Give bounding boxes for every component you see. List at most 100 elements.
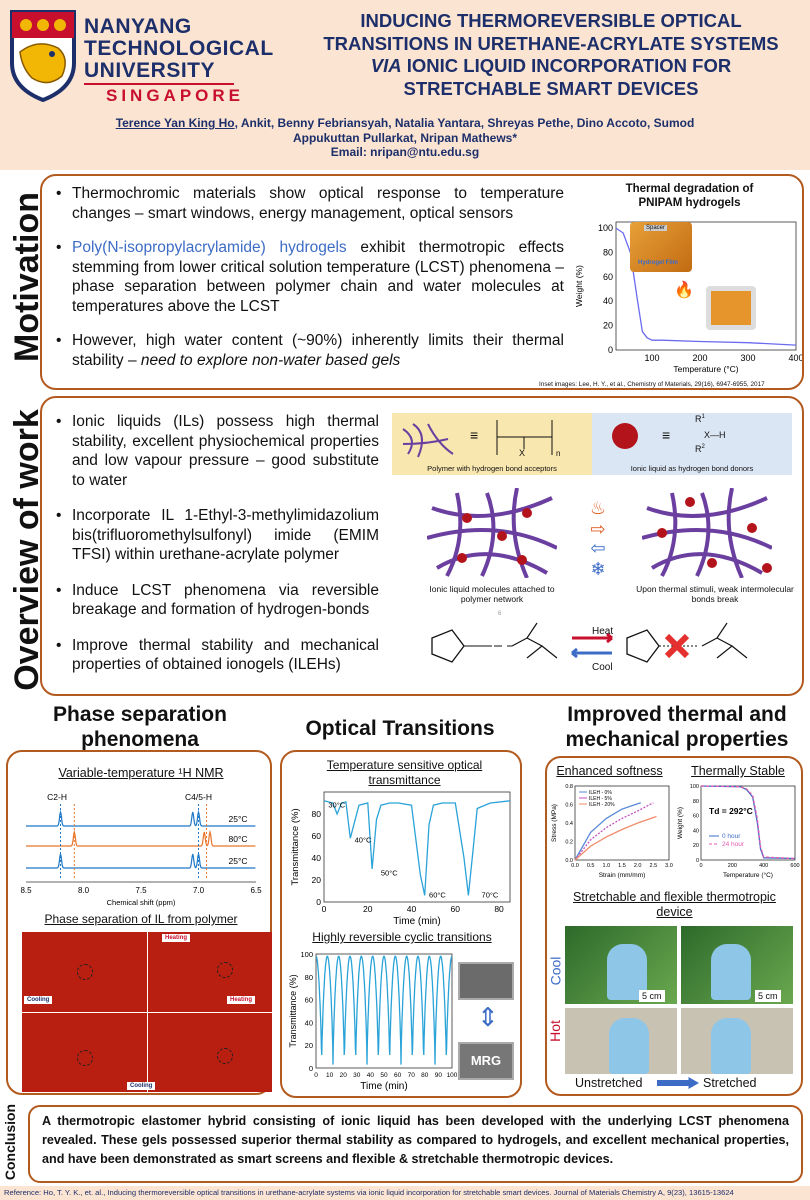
y-tick-label: 40 bbox=[312, 853, 322, 863]
x-tick-label: 2.0 bbox=[634, 863, 642, 869]
il-r1: R1 bbox=[695, 414, 705, 424]
university-line-3: UNIVERSITY bbox=[84, 59, 216, 82]
inset-caption: Inset images: Lee, H. Y., et al., Chemis… bbox=[539, 381, 765, 388]
inset-spacer-label: Spacer bbox=[644, 225, 668, 231]
glove-icon bbox=[711, 944, 751, 1000]
optical-panel1-title: Temperature sensitive optical transmitta… bbox=[326, 758, 483, 787]
temperature-annotation: 30°C bbox=[328, 800, 345, 809]
legend-entry: ILEH - 5% bbox=[589, 796, 612, 802]
nmr-x-axis-label: Chemical shift (ppm) bbox=[107, 898, 176, 907]
x-tick-label: 0.5 bbox=[587, 863, 595, 869]
cyclic-curve bbox=[315, 955, 453, 1065]
photo-hot-stretched bbox=[681, 1008, 793, 1074]
device-text: MRG bbox=[470, 1053, 502, 1068]
x-tick-label: 20 bbox=[340, 1072, 348, 1079]
stress-strain-series bbox=[574, 802, 642, 861]
scale-bar-right: 5 cm bbox=[755, 990, 781, 1002]
motivation-bullet-3-italic: need to explore non-water based gels bbox=[140, 351, 401, 369]
pnipam-chart-title: Thermal degradation of PNIPAM hydrogels bbox=[625, 183, 754, 209]
pnipam-tga-chart: 100 200 300 400 0 20 40 60 80 100 Temperature (°C)… bbox=[574, 221, 802, 374]
x-tick-label: 100 bbox=[447, 1072, 458, 1079]
nmr-title: Variable-temperature ¹H NMR bbox=[58, 766, 224, 780]
title-part-3: IONIC LIQUID INCORPORATION FOR STRETCHAB… bbox=[401, 55, 732, 99]
conclusion-label: Conclusion bbox=[2, 1103, 18, 1181]
micro-circle-2 bbox=[217, 962, 233, 978]
pnipam-highlight: Poly(N-isopropylacrylamide) hydrogels bbox=[72, 239, 347, 256]
y-axis-label: Transmittance (%) bbox=[288, 974, 298, 1047]
y-tick-label: 60 bbox=[305, 996, 313, 1005]
singapore-divider bbox=[84, 83, 234, 85]
x-tick-label: 80 bbox=[421, 1072, 429, 1079]
td-annotation: Td = 292°C bbox=[709, 806, 753, 816]
r1-label: R bbox=[695, 414, 702, 424]
polymer-network-bonded bbox=[427, 488, 557, 578]
scale-text: 5 cm bbox=[758, 991, 778, 1001]
tga-series bbox=[700, 785, 796, 860]
motivation-bullets: Thermochromic materials show optical res… bbox=[56, 184, 564, 370]
glove-icon bbox=[609, 1018, 649, 1074]
y-tick-label: 20 bbox=[693, 843, 699, 849]
phase-heading: Phase separation phenomena bbox=[53, 703, 227, 751]
hydrogen-bond-scheme bbox=[431, 622, 748, 663]
y-tick-label: 80 bbox=[693, 799, 699, 805]
inset-image-sample: Spacer Hydrogel Film bbox=[630, 222, 692, 272]
caption-il-attached: Ionic liquid molecules attached to polym… bbox=[429, 584, 555, 604]
x-axis-label: Time (min) bbox=[360, 1081, 407, 1092]
nmr-trace bbox=[26, 829, 256, 847]
y-tick-label: 0 bbox=[696, 858, 699, 864]
x-tick-label: 400 bbox=[759, 863, 768, 869]
softness-title: Enhanced softness bbox=[556, 764, 663, 778]
x-tick-label: 400 bbox=[788, 353, 802, 363]
overview-bullet-2: Incorporate IL 1-Ethyl-3-methylimidazoli… bbox=[56, 506, 379, 565]
first-author: Terence Yan King Ho bbox=[115, 116, 235, 130]
nmr-tick-label: 8.5 bbox=[20, 886, 32, 895]
y-tick-label: 80 bbox=[603, 247, 613, 257]
polymer-network-icon bbox=[402, 423, 454, 458]
nmr-tick-label: 8.0 bbox=[78, 886, 90, 895]
temperature-annotation: 50°C bbox=[381, 869, 398, 878]
cool-arrow-icon: ⇦ ❄ bbox=[590, 538, 606, 579]
legend-entry: 0 hour bbox=[722, 833, 741, 840]
nmr-trace bbox=[26, 809, 256, 827]
polymer-legend-caption: Polymer with hydrogen bond acceptors bbox=[427, 464, 557, 473]
inset-image-burnt bbox=[706, 286, 756, 330]
il-xh: X—H bbox=[704, 430, 726, 440]
y-tick-label: 0 bbox=[608, 345, 613, 355]
x-tick-label: 1.5 bbox=[618, 863, 626, 869]
stress-strain-series bbox=[574, 815, 657, 861]
y-tick-label: 20 bbox=[312, 875, 322, 885]
x-tick-label: 100 bbox=[644, 353, 659, 363]
glove-icon bbox=[711, 1018, 751, 1074]
x-tick-label: 20 bbox=[363, 904, 373, 914]
motivation-bullet-1-text: Thermochromic materials show optical res… bbox=[72, 185, 564, 222]
plot-frame bbox=[615, 221, 797, 351]
y-tick-label: 60 bbox=[693, 814, 699, 820]
x-tick-label: 80 bbox=[494, 904, 504, 914]
nmr-tick-label: 6.5 bbox=[250, 886, 262, 895]
y-axis-label: Weight (%) bbox=[677, 807, 684, 839]
authors-block: Terence Yan King Ho, Ankit, Benny Febria… bbox=[0, 116, 810, 160]
micrograph-title: Phase separation of IL from polymer bbox=[44, 912, 238, 926]
heating-badge-top: Heating bbox=[162, 934, 191, 942]
x-axis-label: Temperature (°C) bbox=[673, 364, 738, 374]
overview-bullets: Ionic liquids (ILs) possess high thermal… bbox=[56, 412, 379, 675]
cool-label-vertical: Cool bbox=[547, 956, 564, 986]
optical-panel2-title: Highly reversible cyclic transitions bbox=[312, 930, 492, 944]
header-band bbox=[0, 0, 810, 170]
university-line-2: TECHNOLOGICAL bbox=[84, 37, 274, 60]
optical-box: Temperature sensitive optical transmitta… bbox=[280, 750, 522, 1098]
conclusion-box: A thermotropic elastomer hybrid consisti… bbox=[28, 1105, 803, 1183]
overview-bullet-4: Improve thermal stability and mechanical… bbox=[56, 636, 379, 675]
x-tick-label: 1.0 bbox=[603, 863, 611, 869]
x-tick-label: 40 bbox=[367, 1072, 375, 1079]
scale-bar-left: 5 cm bbox=[639, 990, 665, 1002]
nmr-spectrum: 25°C 80°C 25°C C2-H C4/5-H 8.5 8.0 7.5 7.0 6.5 Che… bbox=[20, 792, 262, 907]
y-tick-label: 0.0 bbox=[565, 858, 573, 864]
r1-sup: 1 bbox=[701, 414, 705, 420]
x-tick-label: 50 bbox=[380, 1072, 388, 1079]
phase-box: Variable-temperature ¹H NMR 25°C 80°C 25°C… bbox=[6, 750, 272, 1095]
stretch-arrow-icon bbox=[657, 1077, 699, 1089]
micro-circle-1 bbox=[77, 964, 93, 980]
x-axis-label: Temperature (°C) bbox=[723, 871, 773, 879]
y-tick-label: 20 bbox=[305, 1041, 313, 1050]
